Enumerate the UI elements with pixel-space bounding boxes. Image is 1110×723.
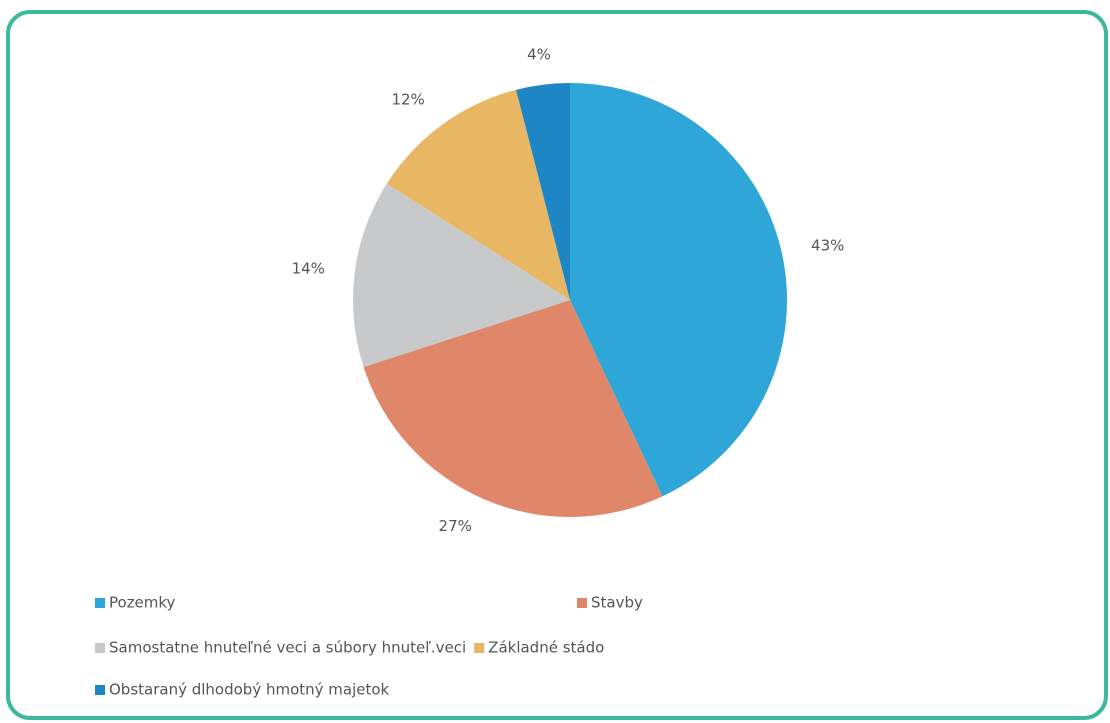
data-label: 12% — [391, 91, 424, 109]
legend-label: Pozemky — [109, 594, 176, 612]
pie-slice — [516, 83, 570, 300]
legend-swatch — [95, 643, 105, 653]
data-label: 43% — [811, 237, 844, 255]
legend-label: Samostatne hnuteľné veci a súbory hnuteľ… — [109, 639, 466, 657]
legend-label: Obstaraný dlhodobý hmotný majetok — [109, 681, 390, 699]
data-label: 27% — [439, 517, 472, 535]
legend-swatch — [95, 598, 105, 608]
legend-label: Stavby — [591, 594, 643, 612]
pie-slice — [570, 83, 787, 497]
pie-slice — [363, 300, 663, 517]
legend-swatch — [474, 643, 485, 653]
pie-slice — [386, 89, 570, 301]
legend-label: Základné stádo — [488, 639, 604, 657]
data-label: 14% — [292, 260, 325, 278]
legend-swatch — [95, 685, 105, 695]
legend-swatch — [577, 598, 587, 608]
data-label: 4% — [527, 45, 551, 63]
pie-slice — [353, 183, 570, 368]
